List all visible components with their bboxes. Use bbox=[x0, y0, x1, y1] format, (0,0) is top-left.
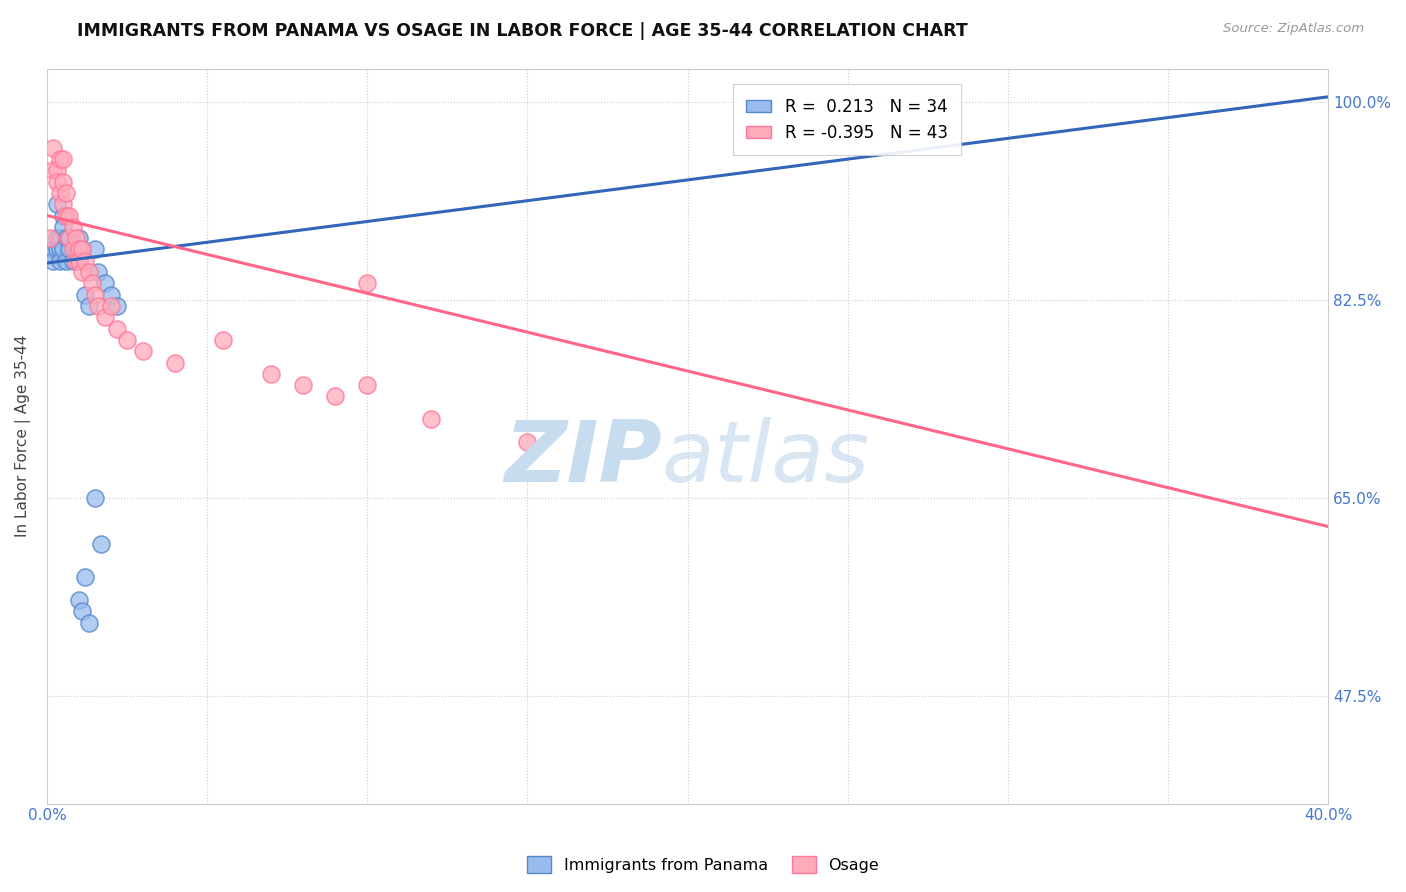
Point bbox=[516, 434, 538, 449]
Point bbox=[55, 231, 77, 245]
Point bbox=[1060, 887, 1083, 892]
Point bbox=[77, 615, 100, 630]
Point bbox=[107, 299, 129, 313]
Point bbox=[77, 299, 100, 313]
Point bbox=[67, 253, 90, 268]
Point bbox=[62, 219, 84, 234]
Point bbox=[75, 253, 97, 268]
Text: IMMIGRANTS FROM PANAMA VS OSAGE IN LABOR FORCE | AGE 35-44 CORRELATION CHART: IMMIGRANTS FROM PANAMA VS OSAGE IN LABOR… bbox=[77, 22, 969, 40]
Point bbox=[42, 141, 65, 155]
Point bbox=[58, 243, 80, 257]
Point bbox=[52, 209, 75, 223]
Point bbox=[165, 355, 187, 369]
Point bbox=[42, 253, 65, 268]
Point bbox=[39, 231, 62, 245]
Y-axis label: In Labor Force | Age 35-44: In Labor Force | Age 35-44 bbox=[15, 334, 31, 537]
Point bbox=[49, 152, 72, 166]
Text: ZIP: ZIP bbox=[505, 417, 662, 500]
Point bbox=[52, 243, 75, 257]
Point bbox=[75, 287, 97, 301]
Point bbox=[84, 243, 107, 257]
Point bbox=[87, 299, 110, 313]
Point bbox=[84, 287, 107, 301]
Point bbox=[55, 209, 77, 223]
Point bbox=[93, 310, 115, 325]
Point bbox=[292, 378, 315, 392]
Point bbox=[87, 265, 110, 279]
Point bbox=[84, 491, 107, 506]
Point bbox=[45, 163, 67, 178]
Point bbox=[67, 243, 90, 257]
Point bbox=[58, 231, 80, 245]
Text: atlas: atlas bbox=[662, 417, 870, 500]
Point bbox=[58, 231, 80, 245]
Point bbox=[67, 253, 90, 268]
Point bbox=[39, 248, 62, 262]
Point bbox=[62, 243, 84, 257]
Text: Source: ZipAtlas.com: Source: ZipAtlas.com bbox=[1223, 22, 1364, 36]
Point bbox=[58, 209, 80, 223]
Point bbox=[77, 265, 100, 279]
Point bbox=[420, 412, 443, 426]
Point bbox=[115, 333, 138, 347]
Point bbox=[49, 231, 72, 245]
Point bbox=[65, 253, 87, 268]
Point bbox=[90, 536, 112, 550]
Point bbox=[65, 243, 87, 257]
Point bbox=[49, 243, 72, 257]
Point bbox=[49, 186, 72, 200]
Point bbox=[70, 243, 93, 257]
Point bbox=[107, 321, 129, 335]
Point bbox=[52, 197, 75, 211]
Point bbox=[70, 243, 93, 257]
Point bbox=[45, 243, 67, 257]
Legend: Immigrants from Panama, Osage: Immigrants from Panama, Osage bbox=[520, 849, 886, 880]
Point bbox=[1092, 887, 1115, 892]
Point bbox=[49, 253, 72, 268]
Point bbox=[52, 219, 75, 234]
Point bbox=[45, 175, 67, 189]
Point bbox=[42, 243, 65, 257]
Point bbox=[55, 253, 77, 268]
Point bbox=[55, 186, 77, 200]
Point bbox=[62, 253, 84, 268]
Point bbox=[80, 277, 103, 291]
Point bbox=[70, 265, 93, 279]
Point bbox=[356, 277, 378, 291]
Point bbox=[45, 231, 67, 245]
Point bbox=[93, 277, 115, 291]
Point bbox=[52, 175, 75, 189]
Legend: R =  0.213   N = 34, R = -0.395   N = 43: R = 0.213 N = 34, R = -0.395 N = 43 bbox=[733, 84, 962, 155]
Point bbox=[100, 299, 122, 313]
Point bbox=[356, 378, 378, 392]
Point bbox=[132, 344, 155, 359]
Point bbox=[75, 570, 97, 584]
Point bbox=[323, 389, 346, 403]
Point bbox=[42, 163, 65, 178]
Point bbox=[52, 152, 75, 166]
Point bbox=[67, 231, 90, 245]
Point bbox=[260, 367, 283, 381]
Point bbox=[65, 231, 87, 245]
Point bbox=[212, 333, 235, 347]
Point bbox=[45, 197, 67, 211]
Point bbox=[100, 287, 122, 301]
Point bbox=[70, 604, 93, 618]
Point bbox=[67, 593, 90, 607]
